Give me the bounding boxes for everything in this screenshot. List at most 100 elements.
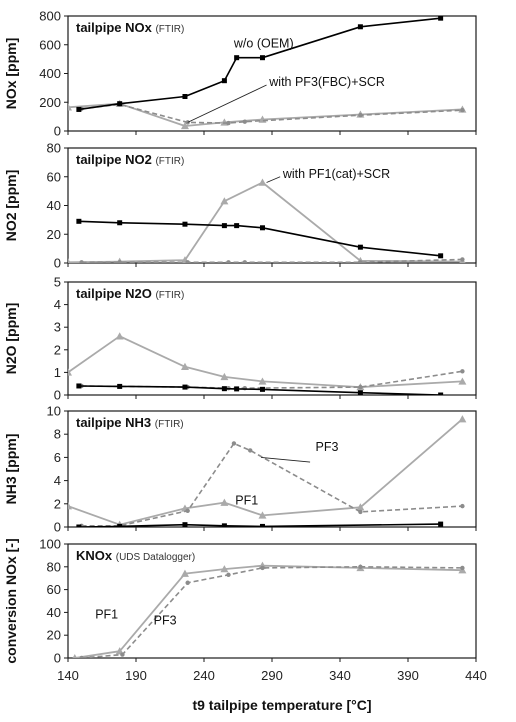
data-point-oem: [357, 244, 363, 250]
y-axis-label: N2O [ppm]: [3, 303, 19, 375]
data-layer: [68, 332, 467, 395]
y-axis-label: NOx [ppm]: [3, 38, 19, 110]
data-point-pf3: [185, 260, 190, 263]
series-line-pf1: [74, 564, 463, 658]
series-line-pf3: [81, 565, 463, 658]
x-axis-label: t9 tailpipe temperature [°C]: [192, 697, 371, 713]
data-point-pf1: [220, 498, 229, 506]
data-point-pf3: [460, 565, 465, 571]
y-tick-label: 40: [47, 605, 61, 620]
data-point-oem: [259, 386, 265, 392]
annotation-label: with PF3(FBC)+SCR: [268, 75, 385, 89]
y-tick-label: 100: [39, 537, 61, 552]
data-point-pf3: [460, 503, 465, 509]
data-point-oem: [438, 16, 444, 21]
data-point-pf1: [258, 178, 267, 186]
x-tick-label: 340: [329, 668, 351, 683]
data-point-pf1: [68, 502, 72, 510]
y-tick-label: 40: [47, 198, 61, 213]
panel-3: 0 1 2 3 4 5 N2O [ppm] tailpipe N2O (FTIR): [3, 275, 477, 403]
y-tick-label: 6: [54, 450, 61, 465]
data-point-pf3: [79, 260, 84, 263]
y-axis-label: NH3 [ppm]: [3, 434, 19, 505]
y-tick-label: 5: [54, 275, 61, 290]
y-tick-label: 0: [54, 520, 61, 535]
panel-4: 0 2 4 6 8 10 NH3 [ppm] tailpipe NH3 (FTIR) PF3 PF…: [3, 404, 477, 535]
data-point-pf3: [460, 369, 465, 374]
data-point-pf3: [358, 509, 363, 515]
data-point-pf1: [115, 332, 124, 340]
data-point-oem: [234, 223, 240, 229]
data-point-pf3: [117, 260, 122, 263]
data-point-pf1: [180, 121, 189, 130]
y-tick-label: 3: [54, 320, 61, 335]
y-axis-label: NO2 [ppm]: [3, 170, 19, 242]
series-line-pf3: [81, 442, 463, 527]
x-tick-label: 440: [465, 668, 487, 683]
data-point-pf3: [358, 112, 363, 118]
data-point-oem: [221, 523, 227, 527]
data-point-oem: [76, 383, 82, 389]
data-point-pf1: [356, 503, 365, 511]
data-point-pf1: [68, 368, 72, 376]
data-point-oem: [357, 390, 363, 395]
data-point-oem: [182, 221, 188, 227]
y-tick-label: 60: [47, 169, 61, 184]
panel-2: 0 20 40 60 80 NO2 [ppm] tailpipe NO2 (FTIR) wit…: [3, 141, 477, 271]
data-point-pf3: [242, 260, 247, 263]
data-point-oem: [234, 386, 240, 392]
data-point-pf1: [258, 377, 267, 385]
series-line-oem: [78, 17, 441, 111]
data-point-pf1: [68, 258, 71, 263]
data-point-pf3: [226, 120, 231, 126]
annotation-leader: [261, 456, 311, 463]
data-point-pf1: [72, 654, 78, 658]
data-point-oem: [221, 78, 227, 84]
panel-5: 0 20 40 60 80 100 140 190 240 290 340 390 440 convers…: [3, 537, 487, 684]
panel-1: 0 200 400 600 800 NOx [ppm] tailpipe NOx (FTIR…: [3, 9, 477, 139]
y-tick-label: 400: [39, 66, 61, 81]
data-point-oem: [221, 223, 227, 229]
data-point-oem: [182, 384, 188, 390]
panel-subtitle: (FTIR): [155, 24, 184, 35]
data-point-oem: [76, 218, 82, 224]
data-point-oem: [182, 94, 188, 99]
data-point-oem: [117, 220, 123, 226]
data-point-oem: [76, 524, 82, 527]
data-point-oem: [438, 392, 444, 395]
panel-title: KNOx (UDS Datalogger): [76, 548, 195, 563]
y-tick-label: 80: [47, 141, 61, 156]
data-point-pf3: [358, 384, 363, 390]
data-point-pf3: [185, 508, 190, 513]
panel-title: tailpipe NO2 (FTIR): [76, 152, 184, 167]
series-line-pf3: [81, 370, 463, 390]
annotation-label: w/o (OEM): [233, 36, 294, 50]
y-tick-label: 4: [54, 297, 61, 312]
annotation-label: PF1: [95, 608, 118, 622]
data-point-pf1: [220, 565, 229, 573]
data-point-pf3: [358, 260, 363, 263]
data-point-oem: [221, 386, 227, 392]
annotation-leader: [266, 176, 281, 183]
data-point-pf1: [180, 362, 189, 370]
data-point-pf3: [460, 107, 465, 113]
series-line-oem: [78, 385, 441, 395]
data-layer: [68, 178, 466, 263]
data-point-pf3: [185, 580, 190, 585]
data-point-pf3: [358, 564, 363, 569]
data-layer: [68, 16, 467, 130]
panel-title: tailpipe NOx (FTIR): [76, 20, 184, 35]
y-tick-label: 20: [47, 628, 61, 643]
series-line-pf1: [68, 335, 463, 389]
data-point-oem: [234, 55, 240, 61]
x-tick-label: 290: [261, 668, 283, 683]
y-tick-label: 8: [54, 427, 61, 442]
y-tick-label: 2: [54, 496, 61, 511]
data-point-pf3: [248, 448, 253, 453]
y-tick-label: 0: [54, 256, 61, 271]
data-point-pf3: [260, 565, 265, 571]
data-layer: [72, 561, 467, 658]
data-point-pf1: [220, 197, 229, 205]
annotation-label: PF3: [154, 613, 177, 627]
